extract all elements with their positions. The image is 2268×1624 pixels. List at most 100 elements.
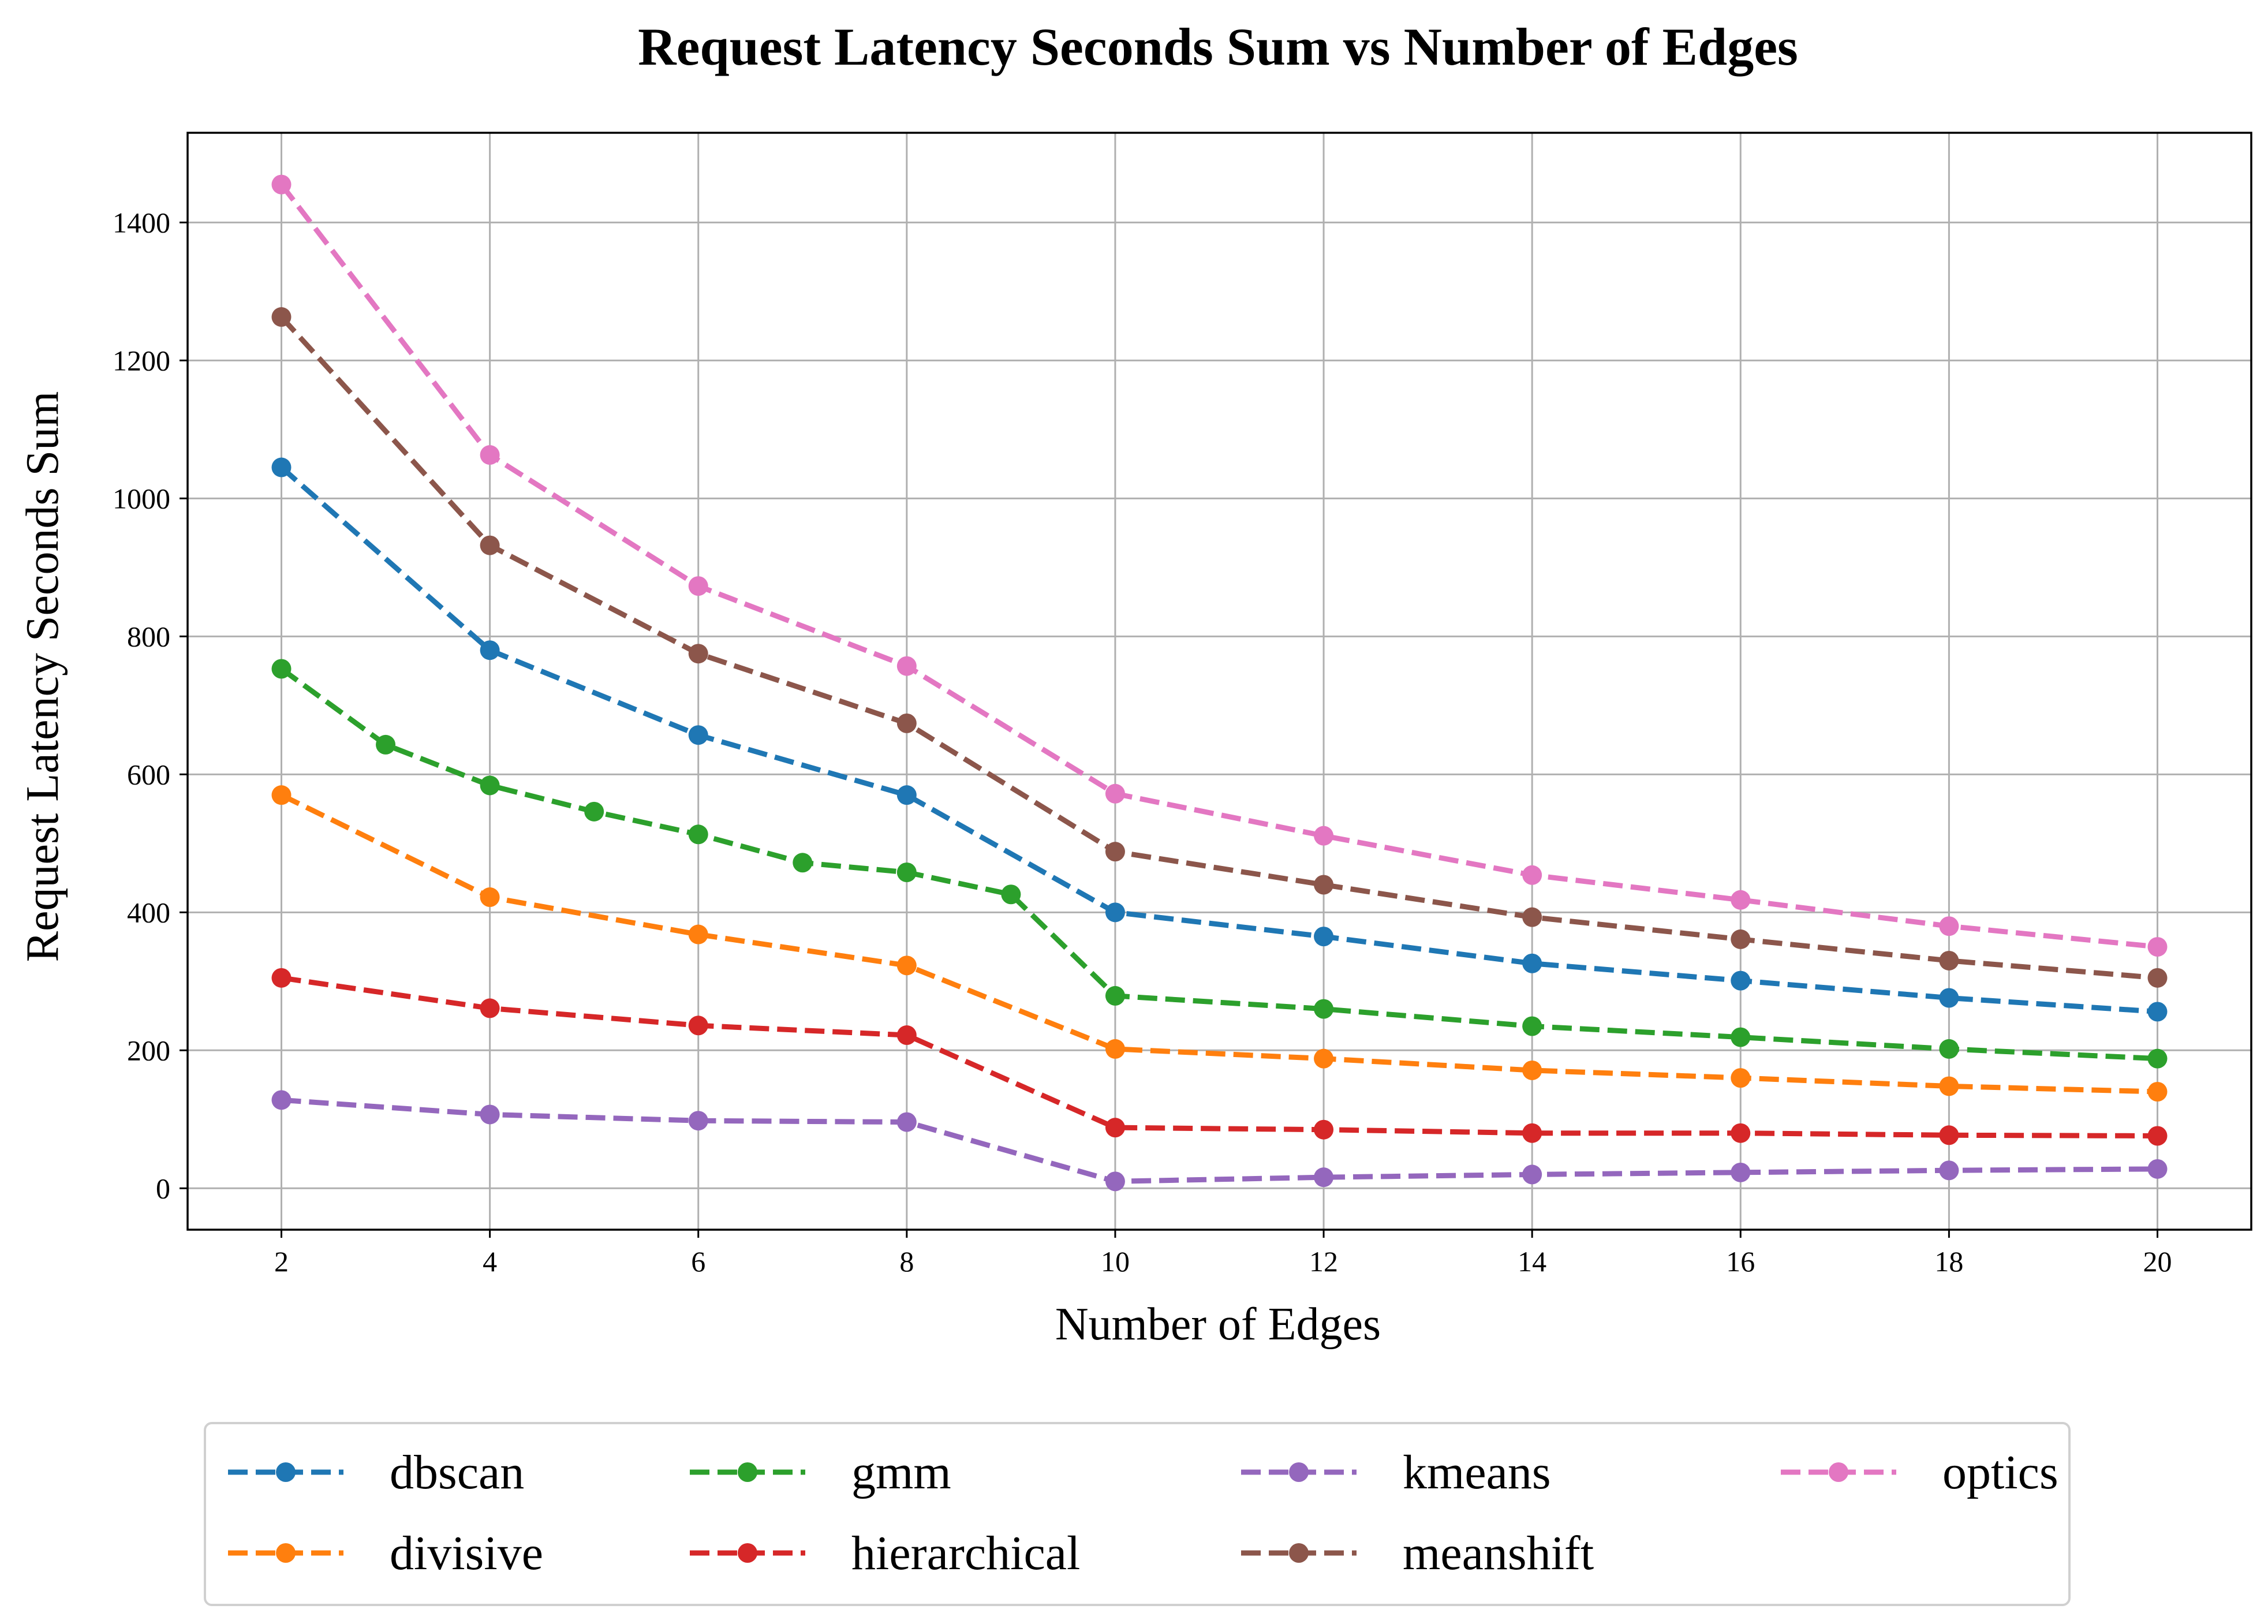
data-point-divisive: [896, 955, 917, 976]
x-tick-label: 18: [1934, 1245, 1963, 1278]
data-point-divisive: [2147, 1082, 2168, 1102]
x-tick-label: 6: [691, 1245, 705, 1278]
series-kmeans: [271, 1090, 2168, 1192]
y-tick-label: 400: [127, 896, 170, 928]
data-point-meanshift: [1105, 842, 1125, 862]
data-point-optics: [271, 174, 292, 195]
data-point-kmeans: [1314, 1167, 1334, 1188]
data-point-hierarchical: [480, 998, 500, 1018]
x-tick-label: 20: [2143, 1245, 2172, 1278]
series-optics: [271, 174, 2168, 957]
data-point-gmm: [1939, 1039, 1959, 1059]
data-point-kmeans: [896, 1112, 917, 1132]
data-point-kmeans: [271, 1090, 292, 1110]
data-point-hierarchical: [1731, 1123, 1751, 1143]
legend-marker-meanshift: [1289, 1543, 1309, 1563]
data-point-optics: [1314, 826, 1334, 846]
series-divisive: [271, 785, 2168, 1102]
data-point-gmm: [376, 734, 396, 755]
series-line-gmm: [279, 666, 2158, 1062]
data-point-meanshift: [1939, 950, 1959, 970]
legend-item-optics: optics: [1781, 1446, 2058, 1499]
data-point-kmeans: [1522, 1164, 1542, 1185]
grid: [188, 133, 2251, 1230]
data-point-kmeans: [480, 1104, 500, 1125]
x-tick-label: 14: [1518, 1245, 1546, 1278]
data-point-hierarchical: [1939, 1125, 1959, 1145]
y-axis-label: Request Latency Seconds Sum: [17, 391, 68, 962]
legend-marker-divisive: [276, 1543, 296, 1563]
data-point-gmm: [584, 801, 604, 822]
legend-frame: [204, 1422, 2071, 1606]
legend-marker-optics: [1829, 1462, 1848, 1482]
series-line-kmeans: [281, 1097, 2158, 1184]
y-tick-label: 200: [127, 1034, 170, 1066]
data-point-divisive: [1105, 1039, 1125, 1059]
data-point-dbscan: [480, 640, 500, 660]
data-point-divisive: [688, 924, 708, 944]
series-line-dbscan: [279, 465, 2158, 1014]
data-point-meanshift: [1314, 875, 1334, 895]
chart-title: Request Latency Seconds Sum vs Number of…: [638, 17, 1798, 76]
data-point-hierarchical: [688, 1016, 708, 1036]
data-point-optics: [1105, 783, 1125, 804]
legend: dbscan divisive gmm hierarchical kmeans means…: [204, 1422, 2071, 1606]
legend-label-meanshift: meanshift: [1403, 1526, 1594, 1580]
data-point-divisive: [1522, 1060, 1542, 1080]
data-point-kmeans: [2147, 1159, 2168, 1179]
data-point-meanshift: [271, 307, 292, 327]
legend-marker-kmeans: [1289, 1462, 1309, 1482]
series-gmm: [271, 659, 2168, 1069]
y-tick-label: 1000: [113, 482, 170, 514]
series-line-hierarchical: [281, 975, 2158, 1138]
data-point-kmeans: [688, 1111, 708, 1131]
legend-marker-hierarchical: [738, 1543, 757, 1563]
y-tick-label: 1200: [113, 344, 170, 376]
legend-item-kmeans: kmeans: [1241, 1446, 1551, 1499]
data-point-meanshift: [1522, 907, 1542, 927]
x-tick-label: 10: [1101, 1245, 1130, 1278]
data-point-gmm: [1314, 999, 1334, 1019]
data-point-dbscan: [271, 457, 292, 477]
data-point-gmm: [1001, 884, 1021, 905]
data-point-optics: [896, 656, 917, 676]
legend-label-divisive: divisive: [390, 1526, 543, 1580]
data-point-gmm: [271, 659, 292, 679]
series-line-divisive: [280, 793, 2158, 1095]
y-tick-label: 0: [156, 1172, 170, 1204]
data-point-gmm: [688, 824, 708, 845]
data-point-dbscan: [688, 725, 708, 745]
data-point-optics: [2147, 937, 2168, 957]
data-point-dbscan: [1731, 970, 1751, 991]
legend-label-kmeans: kmeans: [1403, 1446, 1551, 1499]
data-point-dbscan: [1314, 927, 1334, 947]
data-point-meanshift: [2147, 968, 2168, 988]
data-point-gmm: [793, 853, 813, 873]
data-point-gmm: [1731, 1027, 1751, 1047]
data-point-gmm: [896, 863, 917, 883]
y-tick-label: 1400: [113, 206, 170, 238]
legend-label-optics: optics: [1942, 1446, 2058, 1499]
data-point-gmm: [1105, 985, 1125, 1006]
legend-item-hierarchical: hierarchical: [690, 1526, 1080, 1580]
legend-item-gmm: gmm: [690, 1446, 951, 1499]
x-tick-label: 4: [483, 1245, 497, 1278]
data-point-divisive: [480, 887, 500, 908]
legend-item-divisive: divisive: [228, 1526, 543, 1580]
data-point-optics: [1522, 865, 1542, 885]
legend-item-dbscan: dbscan: [228, 1446, 524, 1499]
series-dbscan: [271, 457, 2168, 1022]
data-point-dbscan: [1105, 902, 1125, 923]
data-point-dbscan: [2147, 1002, 2168, 1022]
data-point-divisive: [271, 785, 292, 805]
legend-item-meanshift: meanshift: [1241, 1526, 1594, 1580]
x-tick-label: 12: [1309, 1245, 1338, 1278]
data-point-divisive: [1939, 1076, 1959, 1096]
x-tick-label: 8: [899, 1245, 914, 1278]
data-point-hierarchical: [1522, 1123, 1542, 1143]
series-hierarchical: [271, 968, 2168, 1146]
data-point-dbscan: [1939, 988, 1959, 1008]
data-point-gmm: [2147, 1048, 2168, 1069]
series-meanshift: [271, 307, 2168, 988]
